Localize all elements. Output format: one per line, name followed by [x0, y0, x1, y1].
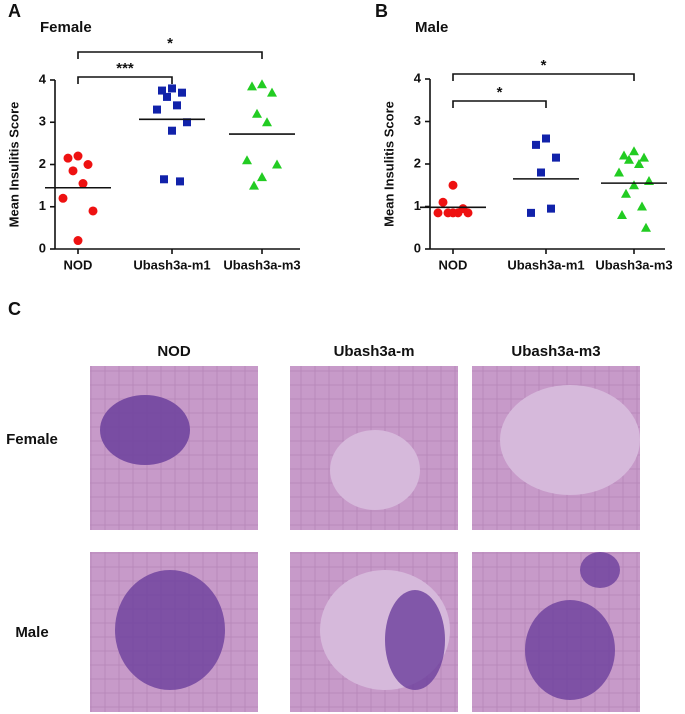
data-point: [527, 208, 535, 217]
data-point: [552, 153, 560, 162]
data-point: [247, 81, 257, 91]
islet: [115, 570, 225, 690]
data-point: [614, 167, 624, 177]
x-tick-label: NOD: [439, 257, 468, 272]
data-point: [252, 108, 262, 118]
x-tick-label: Ubash3a-m1: [133, 257, 210, 272]
data-point: [68, 166, 78, 176]
column-heading: NOD: [157, 343, 191, 360]
significance-label: *: [497, 84, 503, 101]
data-point: [621, 188, 631, 198]
y-axis-label: Mean Insulitis Score: [6, 102, 21, 228]
significance-label: *: [541, 57, 547, 74]
data-point: [78, 179, 88, 189]
islet: [330, 430, 420, 510]
y-tick-label: 1: [39, 198, 46, 213]
data-point: [58, 193, 68, 203]
row-label: Female: [6, 431, 58, 448]
islet: [100, 395, 190, 465]
y-tick-label: 0: [414, 240, 421, 255]
panel-label: A: [8, 1, 21, 21]
data-point: [83, 160, 93, 169]
data-point: [168, 126, 176, 135]
data-point: [183, 118, 191, 127]
data-point: [547, 204, 555, 213]
histology-panel: [90, 366, 640, 712]
y-tick-label: 3: [414, 113, 421, 128]
data-point: [272, 159, 282, 169]
panel-label: C: [8, 299, 21, 319]
data-point: [433, 208, 443, 218]
data-point: [158, 86, 166, 95]
data-point: [267, 87, 277, 97]
data-point: [242, 155, 252, 165]
data-point: [257, 79, 267, 89]
data-point: [617, 210, 627, 219]
data-point: [542, 134, 550, 143]
data-point: [537, 168, 545, 177]
y-tick-label: 1: [414, 198, 421, 213]
x-tick-label: Ubash3a-m3: [595, 257, 672, 272]
data-point: [63, 153, 73, 163]
data-point: [163, 92, 171, 101]
data-point: [160, 175, 168, 184]
data-point: [634, 159, 644, 168]
data-point: [153, 105, 161, 114]
data-point: [641, 222, 651, 232]
significance-label: ***: [116, 60, 134, 77]
significance-label: *: [167, 35, 173, 52]
chart-title: Male: [415, 19, 448, 36]
data-point: [448, 208, 458, 218]
y-tick-label: 2: [414, 155, 421, 170]
data-point: [629, 146, 639, 156]
row-label: Male: [15, 624, 48, 641]
data-point: [448, 180, 458, 190]
y-tick-label: 0: [39, 240, 46, 255]
data-point: [639, 152, 649, 162]
data-point: [438, 197, 448, 207]
data-point: [637, 201, 647, 211]
y-tick-label: 2: [39, 156, 46, 171]
data-point: [88, 206, 98, 216]
x-tick-label: NOD: [64, 257, 93, 272]
islet: [525, 600, 615, 700]
data-point: [532, 140, 540, 149]
significance-bracket: [77, 51, 263, 59]
y-tick-label: 4: [414, 70, 422, 85]
data-point: [173, 101, 181, 110]
data-point: [176, 177, 184, 186]
panel-label: B: [375, 1, 388, 21]
data-point: [257, 172, 267, 182]
significance-bracket: [77, 76, 173, 84]
data-point: [619, 150, 629, 160]
x-tick-label: Ubash3a-m1: [507, 257, 584, 272]
data-point: [463, 208, 473, 218]
y-tick-label: 3: [39, 114, 46, 129]
data-point: [73, 236, 83, 246]
x-tick-label: Ubash3a-m3: [223, 257, 300, 272]
significance-bracket: [452, 100, 547, 108]
data-point: [178, 88, 186, 97]
chart-title: Female: [40, 19, 92, 36]
data-point: [168, 84, 176, 93]
significance-bracket: [452, 73, 635, 81]
data-point: [629, 180, 639, 190]
data-point: [249, 180, 259, 190]
data-point: [262, 117, 272, 127]
y-axis-label: Mean Insulitis Score: [381, 101, 396, 227]
data-point: [624, 154, 634, 164]
column-heading: Ubash3a-m3: [511, 343, 600, 360]
data-point: [73, 151, 83, 161]
column-heading: Ubash3a-m: [334, 343, 415, 360]
islet: [580, 552, 620, 588]
y-tick-label: 4: [39, 71, 47, 86]
islet: [385, 590, 445, 690]
islet: [500, 385, 640, 495]
